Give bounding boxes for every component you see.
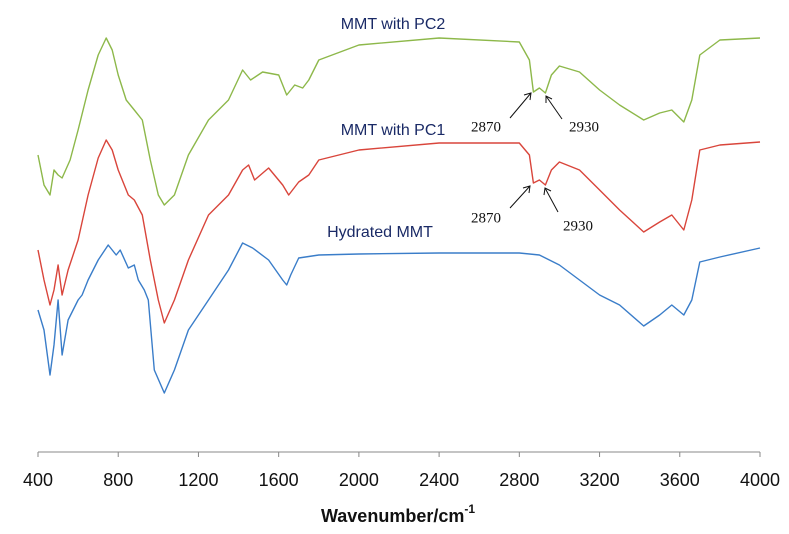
x-tick-label: 3200 — [580, 470, 620, 490]
x-tick-label: 4000 — [740, 470, 780, 490]
x-tick-label: 800 — [103, 470, 133, 490]
x-tick-label: 1200 — [178, 470, 218, 490]
x-tick-label: 2400 — [419, 470, 459, 490]
annotation: 2930 — [563, 218, 593, 234]
annotation: 2870 — [471, 210, 501, 226]
x-tick-label: 400 — [23, 470, 53, 490]
x-axis-title-text: Wavenumber/cm — [321, 506, 464, 526]
spectrum-line — [37, 37, 761, 206]
x-axis-title: Wavenumber/cm-1 — [321, 502, 475, 526]
x-tick-label: 3600 — [660, 470, 700, 490]
x-tick-label: 1600 — [259, 470, 299, 490]
series-label: MMT with PC1 — [341, 122, 446, 139]
x-tick-label: 2000 — [339, 470, 379, 490]
annotation: 2930 — [569, 119, 599, 135]
series-label: MMT with PC2 — [341, 16, 446, 33]
x-tick-label: 2800 — [499, 470, 539, 490]
annotation: 2870 — [471, 119, 501, 135]
spectrum-line — [37, 242, 761, 394]
series-label: Hydrated MMT — [327, 224, 433, 241]
x-axis-title-sup: -1 — [464, 502, 475, 516]
annotation-arrows — [509, 92, 563, 213]
spectrum-line — [37, 139, 761, 324]
